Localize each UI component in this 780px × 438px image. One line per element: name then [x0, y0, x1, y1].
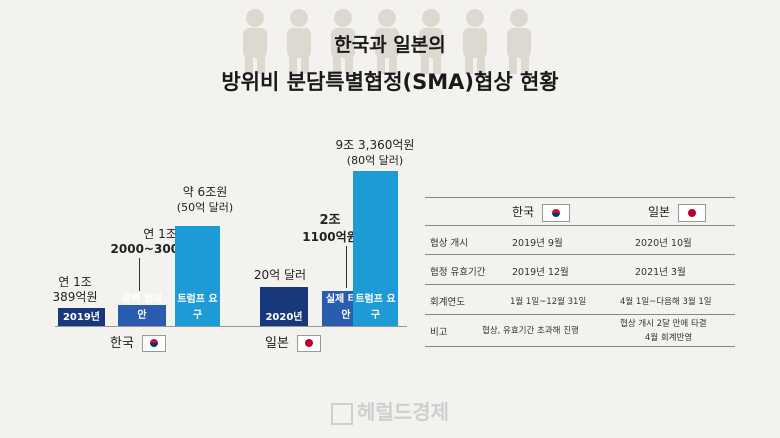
table-row-2-japan: 2021년 3월 — [635, 267, 686, 278]
table-bottom-line — [425, 346, 735, 347]
bar-japan-trump — [353, 171, 398, 326]
leader-line-j2 — [346, 246, 347, 288]
bar-japan-2020-label: 2020년 — [265, 312, 303, 323]
bar-korea-2019 — [58, 308, 105, 326]
bar-j2-value-2: 1100억원 — [302, 230, 358, 244]
bar-korea-deal — [118, 305, 166, 326]
table-row-4-label: 비고 — [430, 327, 448, 338]
leader-line-k2 — [139, 258, 140, 291]
bar-korea-trump — [175, 226, 220, 326]
country-name-korea: 한국 — [110, 336, 134, 351]
table-row-2-korea: 2019년 12월 — [512, 267, 569, 278]
korea-flag-icon — [142, 335, 167, 352]
title-line-2: 방위비 분담특별협정(SMA)협상 현황 — [221, 70, 559, 94]
bar-j2-value-1: 2조 — [319, 213, 341, 228]
table-row-1-label: 협상 개시 — [430, 238, 468, 249]
country-label-japan: 일본 — [265, 332, 322, 352]
table-row-1-korea: 2019년 9월 — [512, 238, 563, 249]
watermark: 헤럴드경제 — [300, 396, 480, 425]
bar-j3-value-2: (80억 달러) — [346, 154, 404, 167]
table-row-4-japan-2: 4월 회계반영 — [645, 333, 693, 343]
table-row-3-japan: 4월 1일~다음해 3월 1일 — [620, 297, 712, 307]
table-row-3-korea: 1월 1일~12월 31일 — [510, 297, 587, 307]
table-row-4-japan: 협상 개시 2달 만에 타결 — [620, 319, 707, 329]
title-line-1: 한국과 일본의 — [334, 34, 446, 56]
bar-korea-2019-label: 2019년 — [62, 312, 101, 323]
table-row-2-label: 협정 유효기간 — [430, 267, 486, 278]
bar-japan-2020 — [260, 287, 308, 326]
bar-k3-value-1: 약 6조원 — [182, 185, 228, 199]
watermark-text: 헤럴드경제 — [357, 400, 449, 424]
bar-k3-value-2: (50억 달러) — [176, 201, 234, 214]
japan-flag-icon — [297, 335, 322, 352]
table-header-korea: 한국 — [512, 203, 570, 222]
table-header-korea-text: 한국 — [512, 205, 535, 219]
japan-flag-icon — [677, 203, 706, 222]
chart-baseline — [55, 326, 407, 327]
country-name-japan: 일본 — [265, 336, 289, 351]
table-row-4-korea: 협상, 유효기간 초과해 진행 — [482, 326, 579, 336]
table-row-3-label: 회계연도 — [430, 297, 465, 308]
korea-flag-icon — [541, 203, 570, 222]
watermark-logo-icon — [331, 402, 353, 425]
bar-k2-value-1: 연 1조 — [143, 227, 177, 241]
bar-j1-value-1: 20억 달러 — [253, 268, 307, 282]
bar-k1-value-1: 연 1조 — [58, 275, 92, 289]
bar-japan-trump-label: 트럼프 요구 — [355, 294, 396, 321]
bar-japan-deal-label: 실제 타결안 — [325, 294, 367, 321]
table-row-1-japan: 2020년 10월 — [635, 238, 692, 249]
table-header-line — [425, 225, 735, 226]
country-label-korea: 한국 — [110, 332, 167, 352]
table-row-line-2 — [425, 284, 735, 285]
table-row-line-3 — [425, 314, 735, 315]
table-header-japan-text: 일본 — [648, 205, 671, 219]
table-row-line-1 — [425, 254, 735, 255]
bar-k1-value-2: 389억원 — [52, 290, 98, 304]
soldier-silhouettes — [243, 9, 531, 74]
bar-korea-deal-label: 유력 합의안 — [121, 294, 163, 321]
bar-j3-value-1: 9조 3,360억원 — [335, 138, 415, 152]
chart: 연 1조 389억원 2019년 연 1조 2000~3000억원 유력 합의안… — [40, 120, 420, 360]
table-top-line — [425, 197, 735, 198]
bar-korea-trump-label: 트럼프 요구 — [177, 294, 218, 321]
table-header-japan: 일본 — [648, 203, 706, 222]
